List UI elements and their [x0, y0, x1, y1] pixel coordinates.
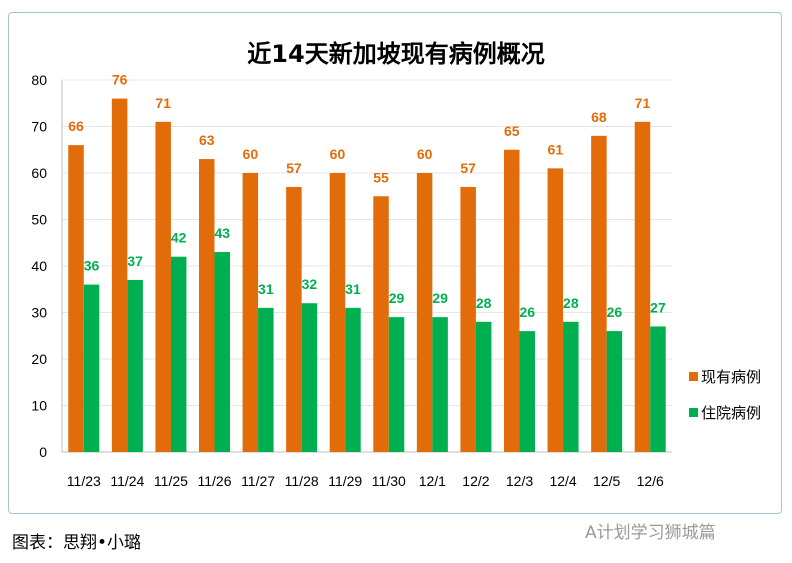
bar-active	[68, 145, 84, 452]
data-label: 28	[563, 295, 579, 311]
data-label: 71	[155, 95, 171, 111]
x-tick-label: 12/5	[593, 473, 620, 489]
y-tick-label: 70	[31, 119, 47, 135]
data-label: 60	[243, 146, 259, 162]
bar-active	[547, 168, 564, 452]
data-label: 31	[345, 281, 361, 297]
bar-active	[373, 196, 389, 452]
bar-active	[329, 173, 346, 452]
y-tick-label: 30	[31, 305, 47, 321]
data-label: 63	[199, 132, 215, 148]
data-label: 55	[373, 169, 389, 185]
data-label: 71	[635, 95, 651, 111]
bar-hospitalized	[83, 284, 100, 452]
bar-active	[591, 135, 607, 453]
bar-active	[199, 159, 215, 453]
data-label: 60	[330, 146, 346, 162]
bar-hospitalized	[606, 331, 623, 452]
bar-hospitalized	[650, 326, 666, 452]
bar-hospitalized	[563, 321, 579, 452]
y-tick-label: 20	[31, 351, 47, 367]
x-tick-label: 11/23	[67, 473, 101, 489]
y-tick-label: 40	[31, 258, 47, 274]
x-tick-label: 11/26	[198, 473, 232, 489]
x-tick-label: 11/29	[328, 473, 362, 489]
bar-hospitalized	[301, 303, 318, 452]
data-label: 65	[504, 123, 520, 139]
bar-hospitalized	[475, 321, 492, 452]
x-tick-label: 11/28	[285, 473, 319, 489]
data-label: 76	[112, 72, 128, 88]
data-label: 27	[650, 299, 666, 315]
x-tick-label: 12/1	[419, 473, 446, 489]
x-tick-label: 11/30	[372, 473, 406, 489]
y-tick-label: 80	[31, 72, 47, 88]
data-label: 60	[417, 146, 433, 162]
chart-title: 近14天新加坡现有病例概况	[247, 40, 545, 68]
legend-swatch	[689, 372, 698, 381]
x-tick-label: 12/2	[462, 473, 489, 489]
data-label: 29	[389, 290, 405, 306]
y-tick-label: 50	[31, 212, 47, 228]
chart-credit: 图表：思翔•小璐	[12, 533, 142, 553]
data-label: 43	[214, 225, 230, 241]
bar-active	[242, 173, 259, 452]
bar-hospitalized	[432, 317, 448, 452]
bar-hospitalized	[345, 307, 361, 452]
data-label: 28	[476, 295, 492, 311]
data-label: 42	[171, 230, 187, 246]
y-tick-label: 60	[31, 165, 47, 181]
data-label: 57	[286, 160, 302, 176]
data-label: 61	[548, 141, 564, 157]
x-tick-label: 12/6	[637, 473, 664, 489]
data-label: 36	[84, 258, 100, 274]
bar-active	[286, 186, 302, 452]
bar-hospitalized	[127, 279, 143, 452]
data-label: 57	[460, 160, 476, 176]
data-label: 31	[258, 281, 274, 297]
data-label: 29	[432, 290, 448, 306]
x-tick-label: 12/4	[549, 473, 576, 489]
data-label: 26	[519, 304, 535, 320]
data-label: 37	[127, 253, 143, 269]
y-tick-label: 0	[39, 444, 47, 460]
x-tick-label: 11/25	[154, 473, 188, 489]
bar-active	[504, 149, 520, 452]
bar-hospitalized	[214, 252, 230, 452]
data-label: 32	[302, 276, 318, 292]
data-label: 26	[607, 304, 623, 320]
bar-active	[155, 121, 171, 452]
legend-label: 现有病例	[701, 368, 761, 386]
bar-active	[460, 186, 476, 452]
watermark: A计划学习狮城篇	[585, 523, 716, 543]
bar-hospitalized	[388, 317, 405, 452]
x-tick-label: 11/27	[241, 473, 275, 489]
data-label: 66	[68, 118, 84, 134]
bar-active	[634, 121, 651, 452]
y-tick-label: 10	[31, 398, 47, 414]
bar-hospitalized	[170, 256, 187, 452]
bar-active	[111, 98, 128, 452]
data-label: 68	[591, 109, 607, 125]
legend-label: 住院病例	[701, 404, 761, 422]
chart-frame	[8, 12, 782, 514]
legend-swatch	[689, 408, 698, 417]
bar-hospitalized	[258, 307, 274, 452]
x-tick-label: 12/3	[506, 473, 533, 489]
bar-active	[416, 173, 433, 452]
bar-hospitalized	[519, 331, 535, 452]
x-tick-label: 11/24	[110, 473, 144, 489]
